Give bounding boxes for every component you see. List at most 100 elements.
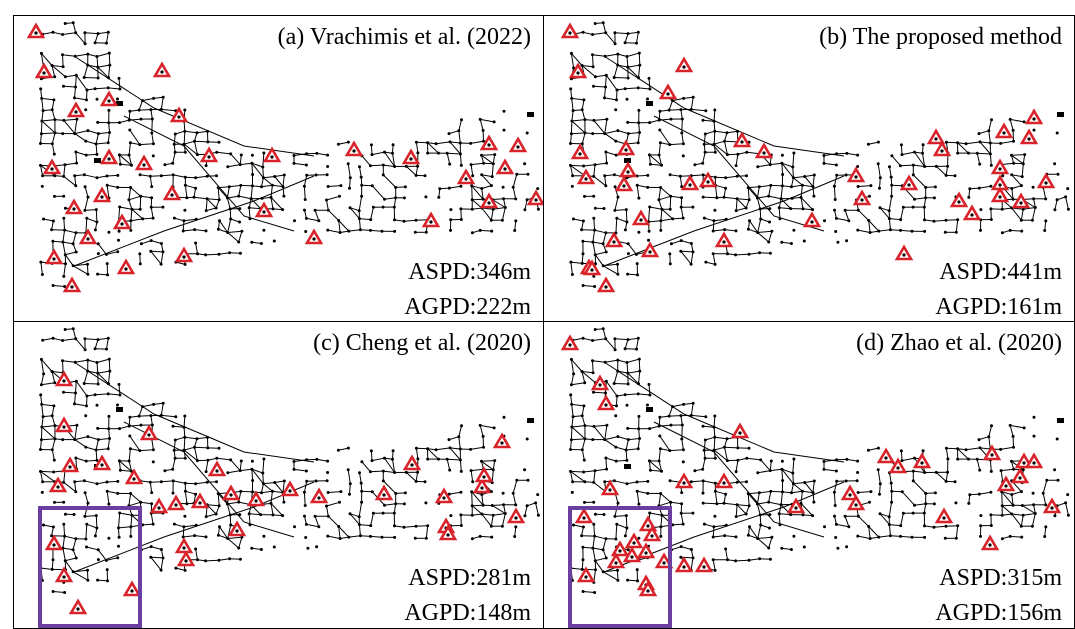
tank-icon (646, 101, 653, 106)
sensor-triangle-icon (44, 248, 64, 265)
sensor-triangle-icon (254, 201, 274, 218)
sensor-triangle-icon (472, 477, 492, 494)
sensor-triangle-icon (344, 140, 364, 157)
sensor-triangle-icon (124, 468, 144, 485)
sensor-triangle-icon (526, 189, 543, 206)
panel-title: (b) The proposed method (819, 24, 1062, 50)
sensor-triangle-icon (227, 520, 247, 537)
sensor-triangle-icon (64, 198, 84, 215)
sensor-triangle-icon (618, 161, 638, 178)
tank-icon (1057, 112, 1064, 117)
junction-nodes (569, 327, 1070, 594)
sensor-triangle-icon (166, 494, 186, 511)
sensor-triangle-icon (44, 534, 64, 551)
sensor-triangle-icon (934, 507, 954, 524)
network-map-d (560, 327, 1070, 628)
sensor-triangle-icon (640, 241, 660, 258)
sensor-triangle-icon (438, 524, 458, 541)
sensor-triangle-icon (990, 158, 1010, 175)
sensor-triangle-icon (479, 134, 499, 151)
sensor-triangle-icon (221, 484, 241, 501)
sensor-triangle-icon (846, 494, 866, 511)
sensor-triangle-icon (68, 598, 88, 615)
sensor-triangle-icon (980, 534, 1000, 551)
sensor-triangle-icon (674, 556, 694, 573)
sensor-triangle-icon (169, 106, 189, 123)
sensor-triangle-icon (246, 490, 266, 507)
sensor-triangle-icon (54, 416, 74, 433)
sensor-triangle-icon (479, 192, 499, 209)
sensor-triangle-icon (421, 211, 441, 228)
sensor-triangle-icon (174, 246, 194, 263)
sensor-triangle-icon (149, 497, 169, 514)
sensor-triangle-icon (1010, 467, 1030, 484)
sensor-triangle-icon (596, 394, 616, 411)
sensor-triangle-icon (492, 432, 512, 449)
sensor-triangle-icon (616, 139, 636, 156)
panel-b: (b) The proposed method ASPD:441m AGPD:1… (544, 15, 1075, 322)
agpd-label: AGPD:222m (404, 294, 531, 320)
aspd-label: ASPD:346m (408, 259, 531, 285)
sensor-triangle-icon (990, 186, 1010, 203)
sensor-triangle-icon (1024, 108, 1044, 125)
sensor-triangle-icon (60, 456, 80, 473)
sensor-triangle-icon (576, 168, 596, 185)
junction-nodes (39, 21, 540, 288)
sensor-triangle-icon (122, 580, 142, 597)
sensor-triangle-icon (304, 228, 324, 245)
sensor-triangle-icon (560, 22, 580, 39)
sensor-triangle-icon (926, 128, 946, 145)
sensor-triangle-icon (949, 191, 969, 208)
sensor-triangle-icon (42, 158, 62, 175)
sensor-triangle-icon (570, 143, 590, 160)
sensor-triangle-icon (1042, 497, 1062, 514)
sensor-triangle-icon (698, 171, 718, 188)
aspd-label: ASPD:315m (939, 565, 1062, 591)
tank-icon (94, 158, 101, 163)
tank-icon (527, 112, 534, 117)
sensor-triangle-icon (112, 213, 132, 230)
sensor-triangle-icon (54, 566, 74, 583)
pipe-network (40, 22, 539, 287)
sensor-triangle-icon (894, 244, 914, 261)
sensor-triangle-icon (1011, 192, 1031, 209)
sensor-triangle-icon (474, 466, 494, 483)
sensor-triangle-icon (48, 476, 68, 493)
sensor-triangle-icon (876, 447, 896, 464)
tank-icon (624, 158, 631, 163)
sensor-triangle-icon (888, 457, 908, 474)
sensor-triangle-icon (99, 90, 119, 107)
sensor-triangle-icon (638, 580, 658, 597)
sensor-triangle-icon (680, 174, 700, 191)
sensor-triangle-icon (624, 532, 644, 549)
agpd-label: AGPD:148m (404, 600, 531, 626)
sensor-triangle-icon (730, 422, 750, 439)
tank-icon (646, 407, 653, 412)
sensor-triangle-icon (899, 174, 919, 191)
sensor-triangle-icon (34, 62, 54, 79)
panel-title: (a) Vrachimis et al. (2022) (277, 24, 531, 50)
sensor-triangle-icon (714, 231, 734, 248)
sensor-triangle-icon (590, 374, 610, 391)
highlight-box (38, 506, 142, 628)
sensor-triangle-icon (694, 556, 714, 573)
sensor-triangle-icon (994, 122, 1014, 139)
sensor-triangle-icon (754, 142, 774, 159)
sensor-triangle-icon (199, 146, 219, 163)
sensor-triangle-icon (434, 487, 454, 504)
sensor-triangle-icon (162, 184, 182, 201)
sensor-triangle-icon (596, 276, 616, 293)
sensor-triangle-icon (560, 334, 580, 351)
agpd-label: AGPD:156m (935, 600, 1062, 626)
panel-c: (c) Cheng et al. (2020) ASPD:281m AGPD:1… (13, 322, 544, 629)
sensor-triangle-icon (456, 168, 476, 185)
sensor-triangle-icon (1019, 128, 1039, 145)
sensor-triangle-icon (495, 158, 515, 175)
sensor-triangle-icon (982, 444, 1002, 461)
sensor-triangle-icon (932, 140, 952, 157)
sensor-triangle-icon (636, 542, 656, 559)
sensor-triangle-icon (606, 552, 626, 569)
sensor-triangle-icon (62, 276, 82, 293)
sensor-triangle-icon (92, 186, 112, 203)
